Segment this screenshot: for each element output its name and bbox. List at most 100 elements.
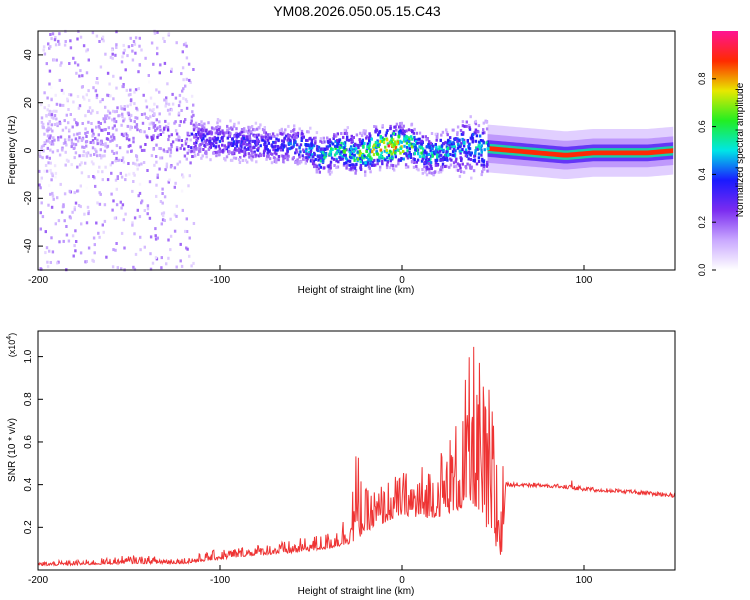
spectrogram-cell: [196, 136, 200, 140]
spectrogram-cell: [54, 93, 57, 97]
spectrogram-cell: [80, 171, 84, 175]
spectrogram-cell: [98, 40, 101, 43]
spectrogram-cell: [135, 125, 139, 129]
spectrogram-cell: [407, 136, 410, 140]
spectrogram-cell: [401, 132, 404, 136]
spectrogram-cell: [129, 125, 132, 129]
spectrogram-cell: [441, 158, 444, 162]
spectrogram-cell: [74, 137, 78, 141]
spectrogram-cell: [156, 135, 159, 139]
spectrogram-cell: [339, 152, 342, 155]
spectrogram-cell: [198, 123, 201, 126]
spectrogram-cell: [456, 131, 459, 135]
spectrogram-cell: [185, 217, 188, 221]
spectrogram-cell: [178, 93, 182, 97]
spectrogram-cell: [133, 102, 136, 106]
spectrogram-cell: [356, 159, 359, 163]
spectrogram-cell: [109, 55, 113, 59]
spectrogram-cell: [164, 168, 167, 172]
spectrogram-cell: [170, 69, 173, 73]
spectrogram-cell: [204, 141, 207, 145]
spectrogram-cell: [38, 153, 41, 157]
spectrogram-cell: [85, 151, 88, 155]
spectrogram-cell: [227, 134, 231, 138]
spectrogram-cell: [342, 163, 346, 167]
spectrogram-cell: [185, 56, 189, 60]
spectrogram-cell: [291, 145, 294, 149]
spectrogram-cell: [139, 145, 142, 149]
spectrogram-cell: [200, 120, 203, 124]
spectrogram-cell: [79, 69, 82, 73]
spectrogram-cell: [121, 112, 124, 116]
spectrogram-cell: [370, 163, 374, 167]
spectrogram-cell: [468, 163, 472, 167]
spectrogram-cell: [92, 86, 95, 90]
spectrogram-cell: [381, 162, 384, 166]
spectrogram-cell: [295, 135, 298, 139]
spectrogram-cell: [446, 133, 449, 137]
spectrogram-cell: [471, 136, 474, 140]
spectrogram-cell: [296, 150, 299, 154]
spectrogram-cell: [247, 146, 250, 150]
spectrogram-cell: [467, 144, 470, 148]
spectrogram-cell: [483, 148, 486, 152]
spectrogram-cell: [408, 140, 411, 144]
spectrogram-cell: [190, 119, 193, 123]
spectrogram-cell: [115, 151, 118, 155]
spectrogram-cell: [74, 61, 77, 65]
spectrogram-cell: [173, 166, 177, 170]
spectrogram-cell: [381, 155, 384, 159]
spectrogram-cell: [38, 169, 41, 173]
spectrogram-cell: [156, 30, 159, 34]
spectrogram-cell: [348, 163, 351, 167]
spectrogram-cell: [143, 148, 146, 152]
spectrogram-cell: [287, 124, 290, 128]
spectrogram-cell: [60, 210, 64, 214]
spectrogram-cell: [104, 114, 107, 118]
spectrogram-cell: [434, 143, 437, 146]
spectrogram-cell: [123, 246, 126, 250]
spectrogram-cell: [444, 140, 447, 144]
spectrogram-cell: [425, 153, 428, 157]
spectrogram-cell: [169, 217, 172, 221]
spectrogram-cell: [438, 145, 441, 149]
spectrogram-cell: [186, 151, 189, 155]
spectrogram-cell: [365, 150, 368, 154]
spectrogram-cell: [429, 164, 433, 168]
spectrogram-cell: [111, 56, 114, 60]
spectrogram-cell: [175, 41, 178, 45]
spectrogram-cell: [235, 127, 238, 131]
spectrogram-cell: [305, 159, 308, 163]
spectrogram-cell: [359, 143, 362, 147]
spectrogram-cell: [39, 227, 42, 231]
spectrogram-cell: [119, 171, 122, 175]
spectrogram-cell: [113, 110, 117, 114]
spectrogram-cell: [255, 127, 259, 131]
spectrogram-cell: [47, 42, 50, 46]
spectrogram-cell: [235, 140, 239, 144]
spectrogram-cell: [95, 221, 98, 225]
spectrogram-cell: [467, 150, 470, 154]
spectrogram-cell: [425, 173, 429, 177]
spectrogram-cell: [74, 249, 77, 253]
spectrogram-cell: [192, 261, 195, 265]
spectrogram-cell: [395, 164, 398, 168]
spectrogram-cell: [207, 147, 211, 151]
spectrogram-cell: [167, 102, 171, 106]
spectrogram-cell: [138, 191, 142, 195]
spectrogram-cell: [294, 161, 297, 164]
spectrogram-cell: [86, 48, 89, 52]
spectrogram-cell: [111, 138, 114, 142]
spectrogram-cell: [234, 156, 238, 160]
spectrogram-cell: [348, 159, 352, 163]
spectrogram-cell: [376, 152, 379, 156]
spectrogram-cell: [358, 149, 362, 153]
spectrogram-cell: [101, 170, 104, 174]
spectrogram-cell: [111, 133, 115, 137]
spectrogram-cell: [72, 133, 76, 137]
spectrogram-cell: [123, 107, 126, 111]
spectrogram-cell: [392, 138, 395, 142]
spectrogram-cell: [85, 260, 88, 263]
spectrogram-cell: [187, 145, 190, 148]
spectrogram-cell: [150, 154, 154, 158]
